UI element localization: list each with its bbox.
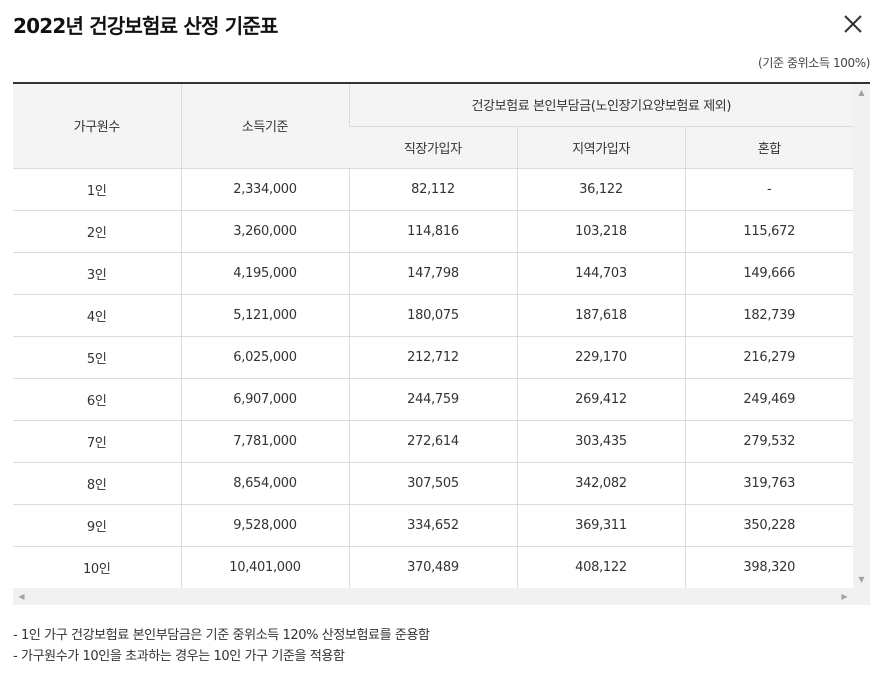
table-row: 6인 6,907,000 244,759 269,412 249,469	[13, 378, 853, 421]
cell-employee: 272,614	[348, 420, 517, 463]
cell-income: 3,260,000	[180, 210, 349, 253]
cell-income: 8,654,000	[180, 462, 349, 505]
cell-household: 8인	[13, 462, 181, 505]
cell-household: 7인	[13, 420, 181, 463]
cell-regional: 408,122	[516, 546, 685, 588]
table-row: 9인 9,528,000 334,652 369,311 350,228	[13, 504, 853, 547]
cell-mixed: 279,532	[684, 420, 853, 463]
footnotes: - 1인 가구 건강보험료 본인부담금은 기준 중위소득 120% 산정보험료를…	[13, 625, 430, 667]
cell-employee: 370,489	[348, 546, 517, 588]
close-button[interactable]	[842, 13, 864, 35]
scroll-left-arrow-icon[interactable]: ◀	[18, 592, 25, 601]
table-row: 1인 2,334,000 82,112 36,122-	[13, 168, 853, 211]
scroll-right-arrow-icon[interactable]: ▶	[841, 592, 848, 601]
cell-mixed: 115,672	[684, 210, 853, 253]
cell-household: 6인	[13, 378, 181, 421]
header-employee: 직장가입자	[349, 126, 517, 169]
scroll-down-arrow-icon[interactable]: ▼	[858, 575, 865, 584]
cell-mixed: 182,739	[684, 294, 853, 337]
table-row: 2인 3,260,000 114,816 103,218 115,672	[13, 210, 853, 253]
cell-income: 6,907,000	[180, 378, 349, 421]
cell-regional: 303,435	[516, 420, 685, 463]
cell-employee: 212,712	[348, 336, 517, 379]
cell-regional: 229,170	[516, 336, 685, 379]
cell-regional: 369,311	[516, 504, 685, 547]
cell-household: 5인	[13, 336, 181, 379]
scroll-up-arrow-icon[interactable]: ▲	[858, 88, 865, 97]
cell-employee: 82,112	[348, 168, 517, 211]
cell-household: 2인	[13, 210, 181, 253]
vertical-scrollbar[interactable]: ▲ ▼	[853, 84, 870, 588]
cell-income: 6,025,000	[180, 336, 349, 379]
table-body: 1인 2,334,000 82,112 36,122-2인 3,260,000 114,8…	[13, 168, 853, 588]
basis-note: (기준 중위소득 100%)	[758, 56, 870, 70]
header-household: 가구원수	[13, 84, 181, 169]
cell-regional: 187,618	[516, 294, 685, 337]
cell-income: 9,528,000	[180, 504, 349, 547]
table-row: 10인 10,401,000 370,489 408,122 398,320	[13, 546, 853, 588]
cell-mixed: 319,763	[684, 462, 853, 505]
cell-mixed: 149,666	[684, 252, 853, 295]
cell-regional: 103,218	[516, 210, 685, 253]
cell-mixed: 249,469	[684, 378, 853, 421]
header-income: 소득기준	[180, 84, 349, 169]
table-row: 3인 4,195,000 147,798 144,703 149,666	[13, 252, 853, 295]
cell-mixed: 350,228	[684, 504, 853, 547]
cell-mixed: -	[684, 168, 853, 211]
cell-household: 10인	[13, 546, 181, 588]
cell-regional: 36,122	[516, 168, 685, 211]
premium-table: 가구원수 소득기준 건강보험료 본인부담금(노인장기요양보험료 제외) 직장가입…	[13, 84, 853, 588]
footnote-item: - 가구원수가 10인을 초과하는 경우는 10인 가구 기준을 적용함	[13, 649, 345, 664]
table-row: 4인 5,121,000 180,075 187,618 182,739	[13, 294, 853, 337]
cell-employee: 114,816	[348, 210, 517, 253]
scrollbar-thumb[interactable]	[30, 591, 836, 602]
table-viewport[interactable]: 가구원수 소득기준 건강보험료 본인부담금(노인장기요양보험료 제외) 직장가입…	[13, 84, 853, 588]
cell-mixed: 398,320	[684, 546, 853, 588]
cell-regional: 269,412	[516, 378, 685, 421]
cell-mixed: 216,279	[684, 336, 853, 379]
cell-household: 1인	[13, 168, 181, 211]
cell-employee: 244,759	[348, 378, 517, 421]
cell-income: 4,195,000	[180, 252, 349, 295]
footnote-item: - 1인 가구 건강보험료 본인부담금은 기준 중위소득 120% 산정보험료를…	[13, 628, 430, 643]
cell-household: 9인	[13, 504, 181, 547]
cell-income: 5,121,000	[180, 294, 349, 337]
table-row: 8인 8,654,000 307,505 342,082 319,763	[13, 462, 853, 505]
header-mixed: 혼합	[684, 126, 853, 169]
table-row: 5인 6,025,000 212,712 229,170 216,279	[13, 336, 853, 379]
cell-employee: 180,075	[348, 294, 517, 337]
cell-income: 2,334,000	[180, 168, 349, 211]
close-icon	[844, 15, 862, 33]
cell-income: 7,781,000	[180, 420, 349, 463]
cell-income: 10,401,000	[180, 546, 349, 588]
header-regional: 지역가입자	[516, 126, 685, 169]
table-row: 7인 7,781,000 272,614 303,435 279,532	[13, 420, 853, 463]
cell-regional: 144,703	[516, 252, 685, 295]
cell-household: 3인	[13, 252, 181, 295]
cell-employee: 307,505	[348, 462, 517, 505]
cell-employee: 334,652	[348, 504, 517, 547]
header-premium-group: 건강보험료 본인부담금(노인장기요양보험료 제외)	[348, 84, 853, 127]
cell-household: 4인	[13, 294, 181, 337]
horizontal-scrollbar[interactable]: ◀ ▶	[13, 588, 870, 605]
modal-title: 2022년 건강보험료 산정 기준표	[13, 14, 278, 38]
table-container: 가구원수 소득기준 건강보험료 본인부담금(노인장기요양보험료 제외) 직장가입…	[13, 82, 870, 605]
cell-regional: 342,082	[516, 462, 685, 505]
cell-employee: 147,798	[348, 252, 517, 295]
